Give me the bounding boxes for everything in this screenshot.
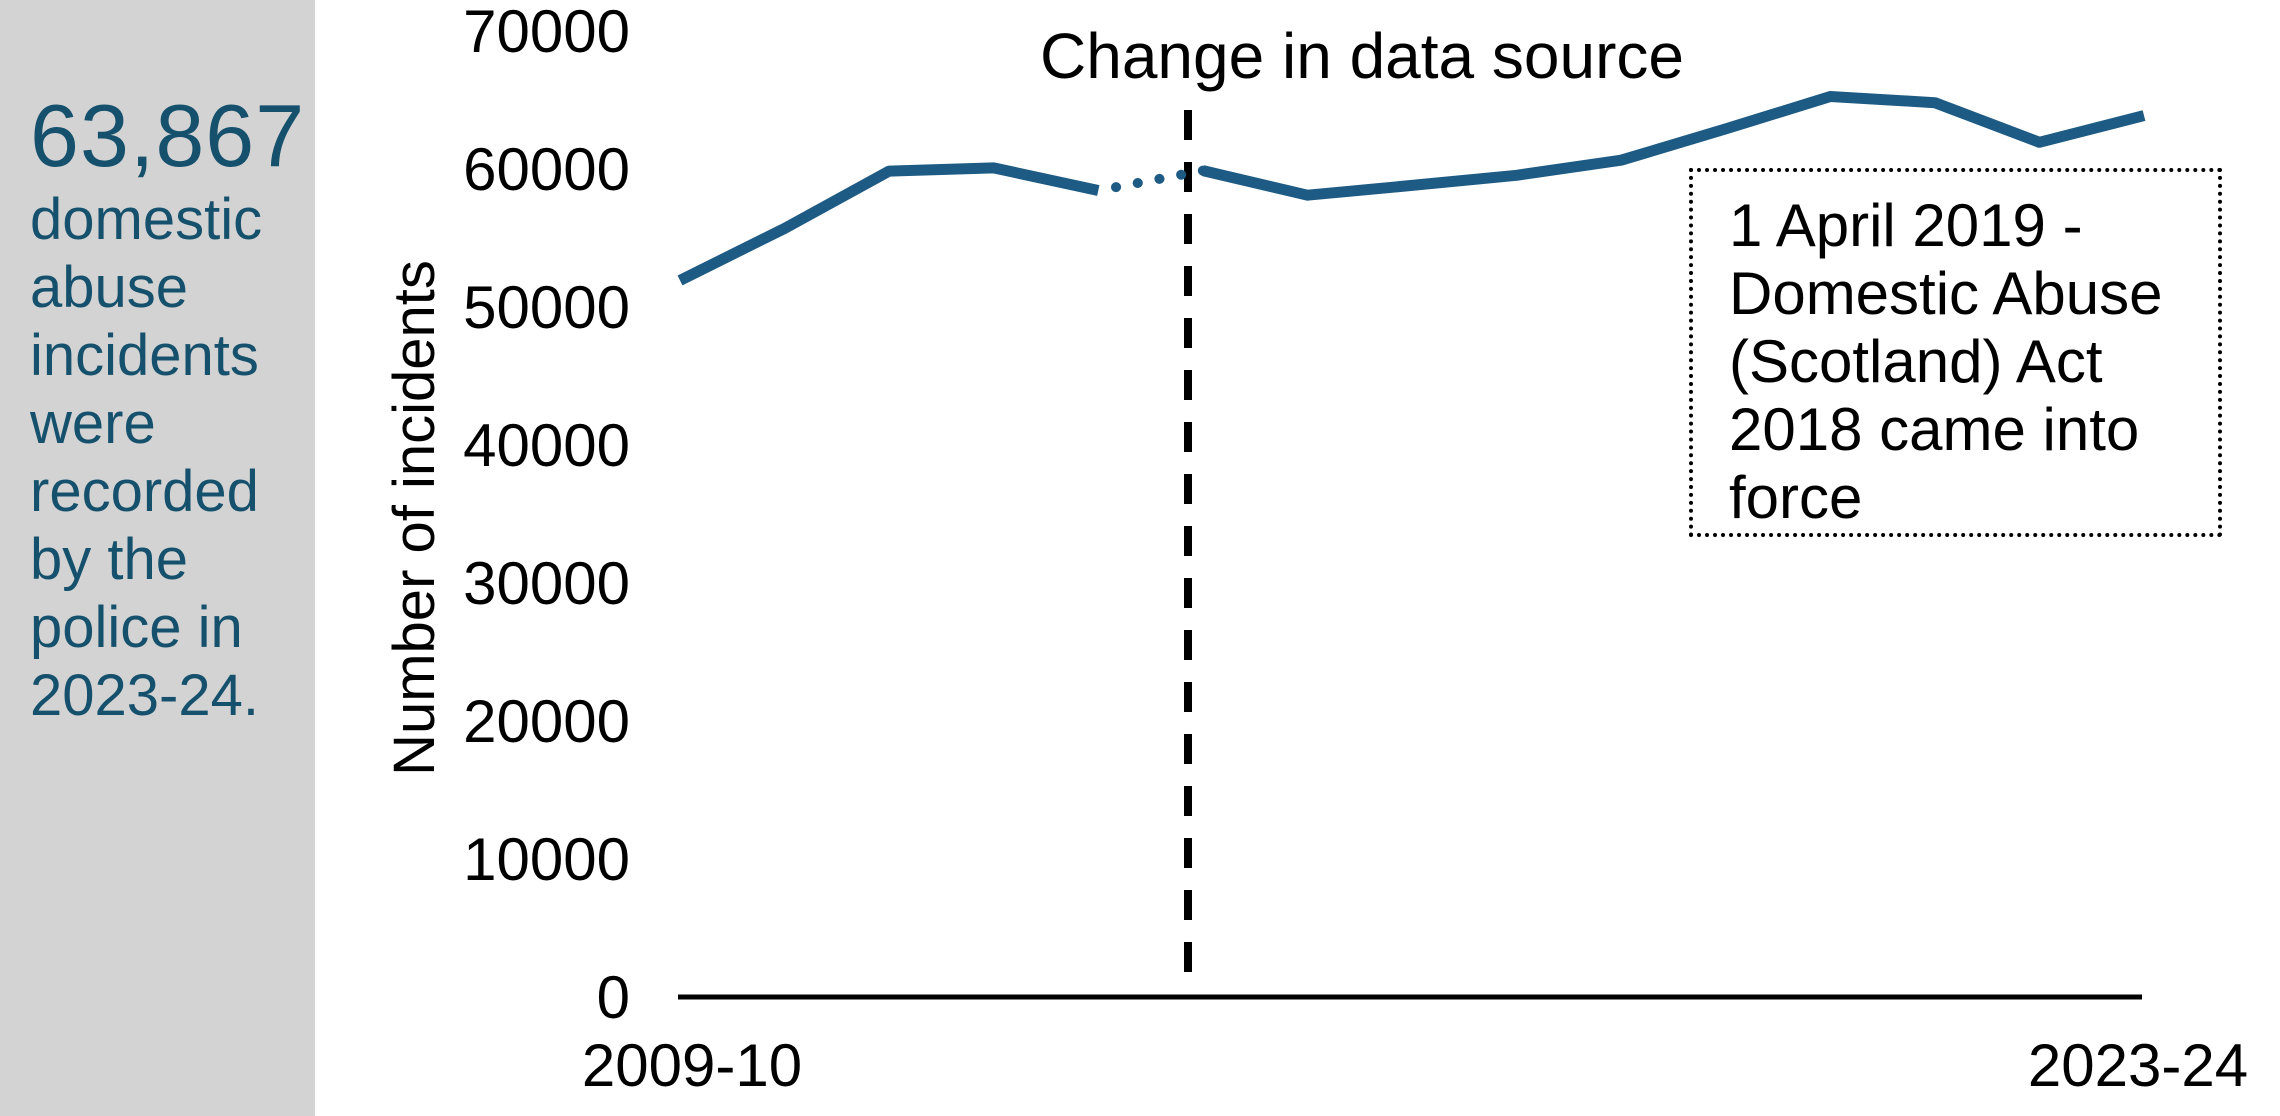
x-axis-tick-first: 2009-10 <box>581 1032 803 1099</box>
y-tick-50000: 50000 <box>463 274 630 341</box>
annotation-text: 1 April 2019 - Domestic Abuse (Scotland)… <box>1729 192 2163 531</box>
y-tick-10000: 10000 <box>463 826 630 893</box>
data-line-before-break <box>677 162 1100 286</box>
y-tick-20000: 20000 <box>463 688 630 755</box>
sidebar: 63,867 domestic abuse incidents were rec… <box>0 0 315 1116</box>
headline-number: 63,867 <box>30 86 306 185</box>
divider-label: Change in data source <box>1040 20 1684 92</box>
y-tick-70000: 70000 <box>463 0 630 65</box>
y-tick-30000: 30000 <box>463 550 630 617</box>
y-tick-0: 0 <box>596 964 630 1031</box>
data-line-after-break <box>1201 91 2146 201</box>
y-tick-60000: 60000 <box>463 136 630 203</box>
x-axis-tick-last: 2023-24 <box>2027 1032 2249 1099</box>
headline-text: domestic abuse incidents were recorded b… <box>30 187 263 728</box>
data-line-dotted-break <box>1093 165 1208 196</box>
y-tick-40000: 40000 <box>463 412 630 479</box>
annotation-box: 1 April 2019 - Domestic Abuse (Scotland)… <box>1689 168 2222 537</box>
